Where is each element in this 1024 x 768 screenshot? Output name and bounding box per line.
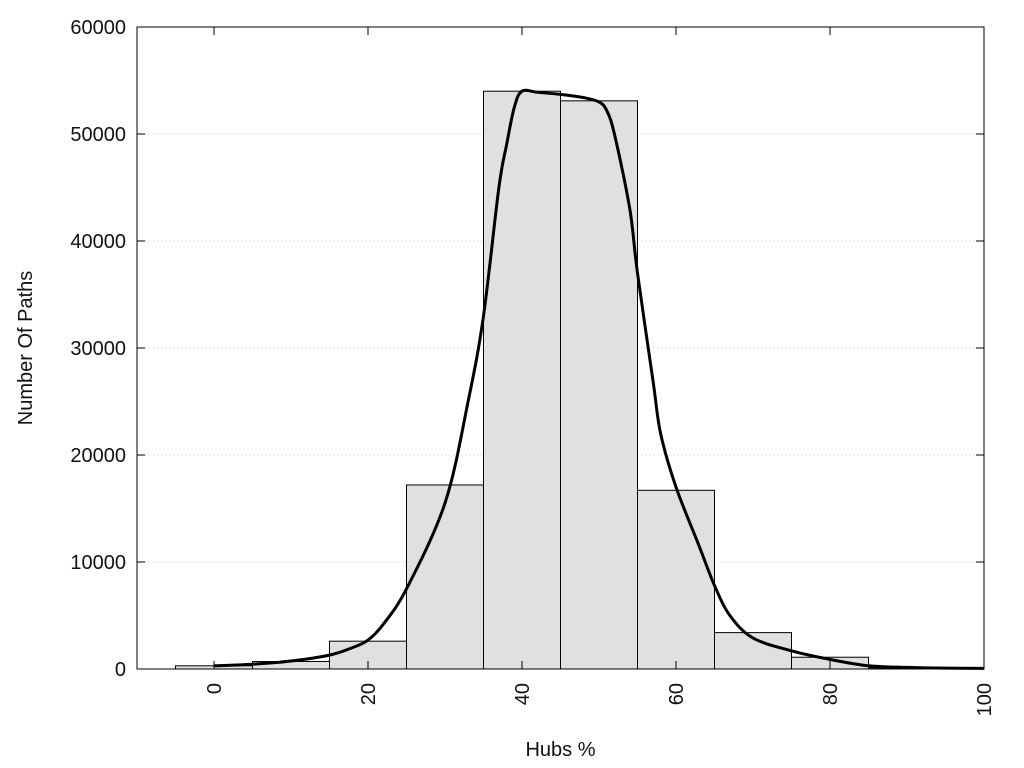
y-tick-label: 40000 xyxy=(70,231,126,253)
x-tick-label: 0 xyxy=(204,683,226,694)
y-tick-label: 10000 xyxy=(70,552,126,574)
y-tick-label: 20000 xyxy=(70,445,126,467)
x-tick-label: 20 xyxy=(358,683,380,705)
axis-ticks xyxy=(137,26,985,670)
y-tick-label: 50000 xyxy=(70,124,126,146)
histogram-bar xyxy=(406,484,484,670)
y-tick-label: 0 xyxy=(115,659,126,681)
y-tick-label: 60000 xyxy=(70,17,126,39)
density-curve xyxy=(213,88,985,670)
tick-labels: 0 10000 20000 30000 40000 50000 60000 0 20 40 60 80… xyxy=(70,17,996,716)
x-tick-label: 80 xyxy=(820,683,842,705)
x-axis-title: Hubs % xyxy=(525,739,595,761)
histogram-bar xyxy=(483,90,561,670)
bars xyxy=(175,90,946,670)
density-curve-group xyxy=(213,88,985,670)
y-tick-label: 30000 xyxy=(70,338,126,360)
histogram-bar xyxy=(560,100,638,670)
y-axis-title: Number Of Paths xyxy=(15,271,37,426)
histogram-bar xyxy=(637,489,715,670)
x-tick-label: 40 xyxy=(512,683,534,705)
x-tick-label: 60 xyxy=(666,683,688,705)
x-tick-label: 100 xyxy=(974,683,996,716)
